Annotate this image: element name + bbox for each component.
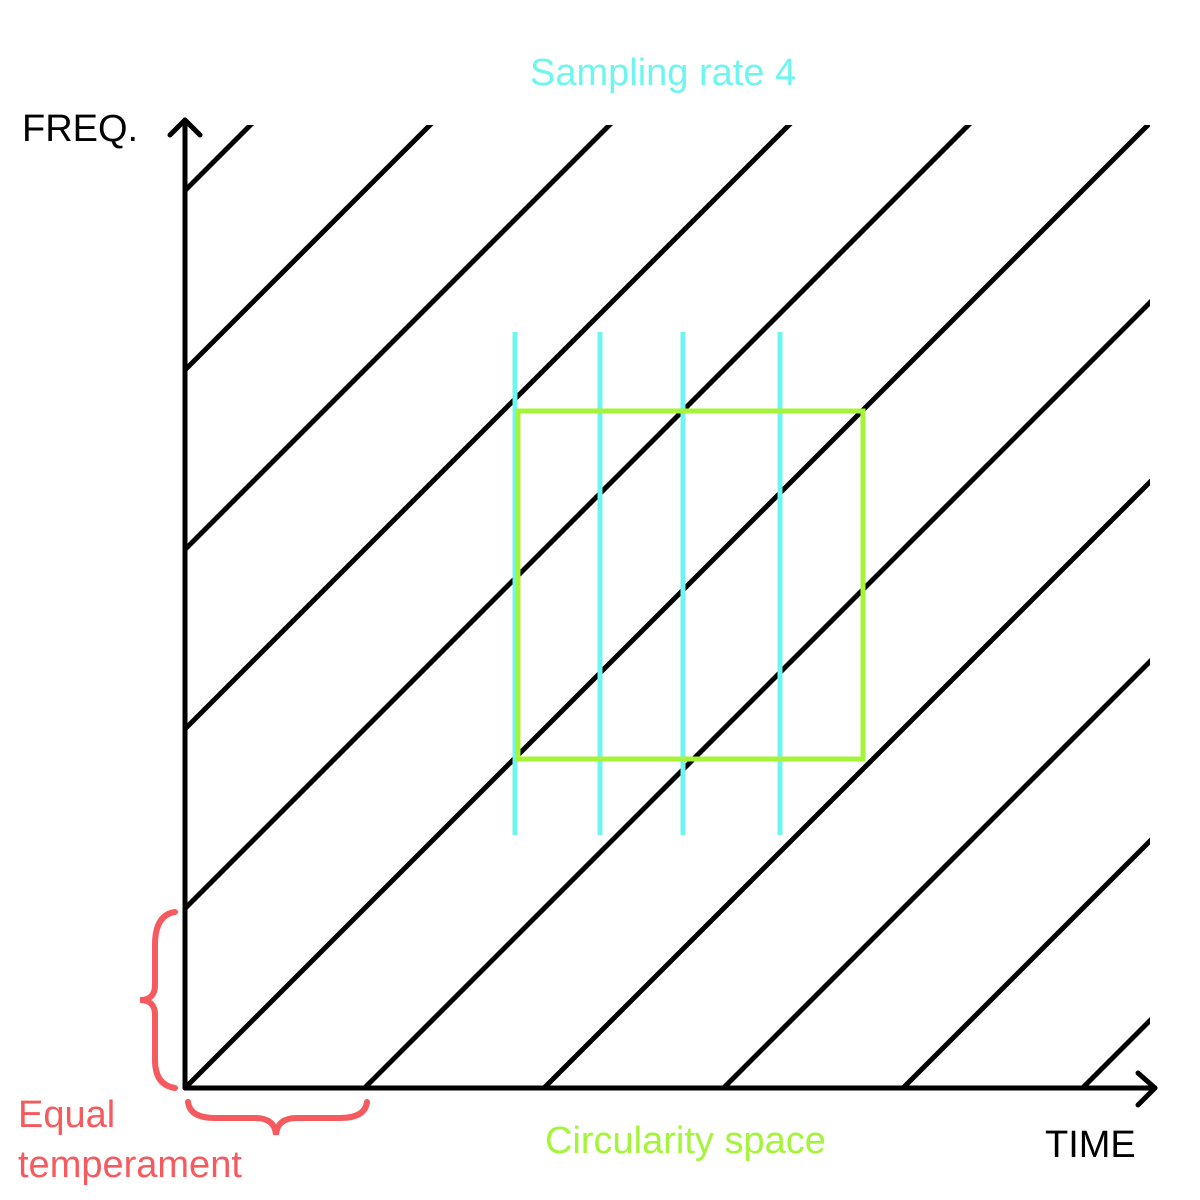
equal-temperament-label-line2: temperament (18, 1144, 242, 1186)
diagonal-line (721, 657, 1150, 1088)
diagonal-line (901, 837, 1150, 1088)
y-axis-label: FREQ. (22, 108, 139, 150)
equal-temperament-brace-vertical (139, 909, 178, 1091)
x-axis-label: TIME (1045, 1124, 1136, 1166)
x-axis (182, 1070, 1158, 1108)
diagonal-line (185, 125, 434, 374)
diagonal-line (542, 478, 1150, 1088)
diagonal-line (362, 298, 1150, 1088)
diagonal-line (185, 125, 614, 554)
diagonal-line (185, 125, 973, 913)
sampling-lines (512, 332, 783, 835)
diagonal-line (185, 125, 1150, 1088)
diagonal-line (185, 125, 255, 195)
circularity-space-label: Circularity space (545, 1120, 826, 1162)
circularity-space-square (515, 408, 866, 762)
diagonal-line (185, 125, 793, 733)
equal-temperament-brace-horizontal (185, 1099, 370, 1136)
equal-temperament-label-line1: Equal (18, 1094, 116, 1136)
diagonal-line (1080, 1016, 1150, 1088)
sampling-rate-label: Sampling rate 4 (530, 52, 797, 94)
diagonal-lines (185, 125, 1150, 1088)
y-axis (167, 117, 203, 1091)
